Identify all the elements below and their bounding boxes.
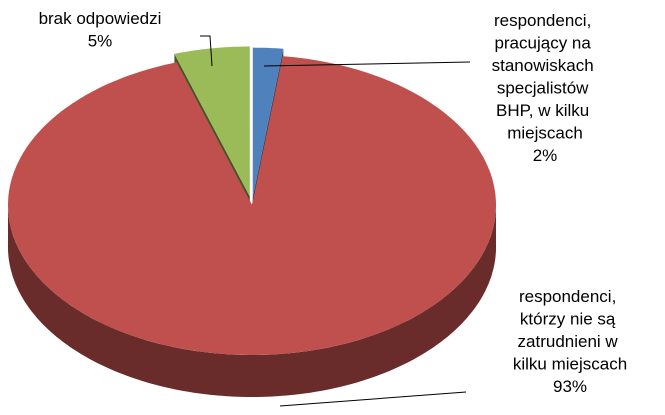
slice	[174, 46, 250, 197]
leader-line	[200, 35, 213, 67]
tops	[8, 46, 496, 355]
data-label-value: 5%	[88, 32, 113, 51]
data-label: brak odpowiedzi	[39, 9, 162, 28]
slice-wall	[8, 205, 496, 397]
slice	[252, 47, 284, 198]
data-label: respondenci, pracujący na stanowiskach s…	[492, 11, 599, 143]
leader-line	[263, 61, 471, 67]
slice	[8, 56, 496, 355]
data-label: respondenci, którzy nie są zatrudnieni w…	[513, 287, 627, 374]
data-label-value: 93%	[553, 377, 587, 396]
data-label-value: 2%	[533, 146, 558, 165]
fronts	[8, 205, 496, 397]
leader-line	[279, 391, 467, 407]
